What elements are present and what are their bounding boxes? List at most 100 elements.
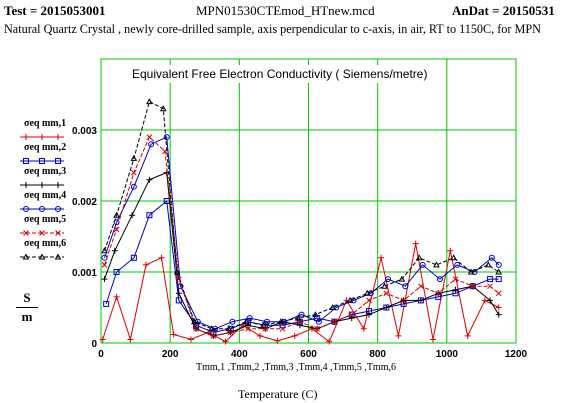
series-line [104,136,500,330]
file-name: MPN01530CTEmod_HTnew.mcd [196,3,375,18]
data-point [495,304,502,311]
chart-title: Equivalent Free Electron Conductivity ( … [132,67,427,81]
data-point [130,254,137,261]
data-point [487,297,494,304]
data-point [329,303,337,310]
data-point [487,276,494,283]
legend-label: σeq mm,1 [24,118,66,129]
data-point [447,247,454,254]
data-point [130,183,137,190]
data-point [314,325,320,332]
data-point [383,290,390,297]
data-point [130,154,138,161]
series-5 [101,134,502,339]
data-point [484,261,492,268]
data-point [469,283,476,290]
x-axis-label: Temperature (C) [238,387,318,401]
legend-label: σeq mm,3 [24,166,66,177]
data-point [435,290,442,297]
y-tick-label: 0.003 [72,126,97,137]
data-point [225,325,233,332]
data-point [173,268,181,275]
data-point [103,300,110,307]
data-point [208,325,216,332]
data-point [495,268,503,275]
data-point [294,314,302,321]
data-point [129,212,136,219]
legend-marker [39,206,45,212]
data-point [366,297,372,304]
data-point [222,338,229,345]
data-point [378,254,385,261]
data-point [417,297,424,304]
data-point [381,282,388,289]
data-point [488,254,495,261]
data-point [257,332,264,339]
data-point [481,297,488,304]
data-point [312,311,319,318]
data-point [383,304,390,311]
data-point [450,254,458,261]
data-point [412,240,419,247]
y-tick-label: 0 [91,339,97,350]
data-point [142,261,149,268]
legend-marker [55,182,61,188]
data-point [452,276,459,282]
data-point [360,325,367,332]
legend-label: σeq mm,6 [24,238,66,249]
legend-marker [39,230,45,236]
data-point [260,321,267,328]
data-point [101,276,108,283]
series-6 [101,98,503,332]
data-point [274,337,281,344]
data-point [454,261,461,268]
data-point [170,331,177,338]
data-point [495,261,502,268]
data-point [467,268,475,275]
data-point [418,283,424,290]
data-point [277,318,285,325]
data-point [113,226,120,233]
data-point [210,333,217,339]
data-point [487,283,493,290]
x-tick-label: 400 [231,349,248,360]
data-point [346,296,354,303]
data-point [402,283,409,290]
axes: 0 200 400 600 800 1000 1200 0 0.001 0.002 0.003 [72,126,528,360]
data-point [348,315,355,322]
data-point [159,105,167,112]
x-tick-label: 800 [369,349,386,360]
data-point [398,275,406,282]
legend-label: σeq mm,4 [24,190,66,201]
series-4 [101,134,502,332]
data-point [193,325,199,332]
legend: σeq mm,1 σeq mm,2 σeq mm,3 σeq mm,4 σeq mm,5… [20,118,66,260]
legend-marker [55,158,61,164]
data-point [279,325,286,332]
data-point [99,336,106,343]
series-group [99,98,503,345]
data-point [366,311,373,318]
data-point [242,318,250,325]
data-point [464,332,471,339]
y-unit: S m [16,290,38,325]
data-point [348,311,355,318]
data-point [229,318,236,325]
y-unit-numerator: S [23,290,31,305]
legend-marker [54,253,62,260]
data-point [363,289,371,296]
data-point [296,322,303,329]
data-point [175,297,182,304]
data-point [113,293,120,300]
y-unit-denominator: m [21,309,33,324]
data-point [415,254,423,261]
data-point [187,336,194,343]
data-point [101,247,108,254]
data-point [495,290,502,297]
data-point [101,262,108,268]
y-tick-label: 0.002 [72,197,97,208]
y-tick-label: 0.001 [72,268,97,279]
data-point [175,290,182,297]
data-point [163,134,170,141]
